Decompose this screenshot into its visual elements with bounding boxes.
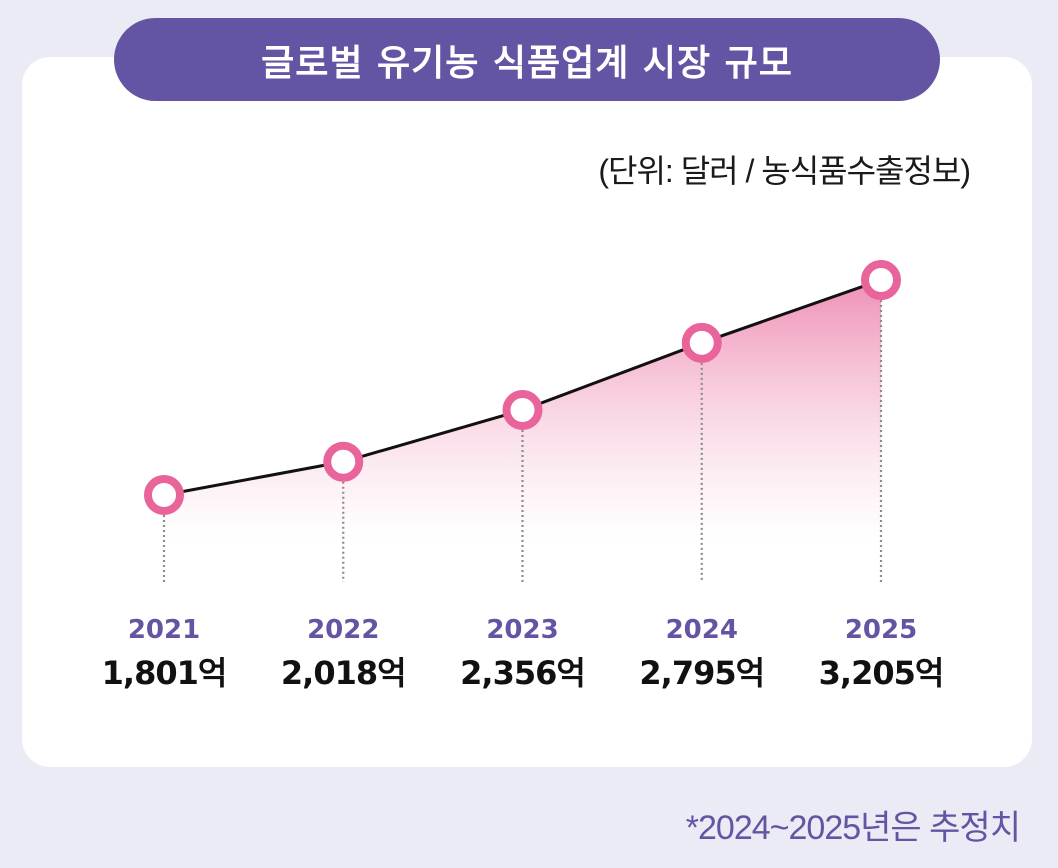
data-point-2024	[681, 322, 722, 363]
year-label-2021: 2021	[128, 615, 200, 645]
data-point-2021	[144, 475, 184, 515]
value-label-2025: 3,205억	[819, 654, 944, 692]
data-point-2023	[502, 390, 543, 431]
value-label-2022: 2,018억	[281, 654, 406, 692]
value-label-2024: 2,795억	[639, 654, 764, 692]
unit-note: (단위: 달러 / 농식품수출정보)	[598, 153, 971, 189]
year-label-2022: 2022	[307, 615, 379, 645]
year-label-2025: 2025	[845, 615, 917, 645]
value-label-2023: 2,356억	[460, 654, 585, 692]
year-label-2024: 2024	[666, 615, 738, 645]
data-point-2025	[861, 260, 901, 301]
data-point-2022	[323, 441, 364, 482]
chart-title: 글로벌 유기농 식품업계 시장 규모	[114, 18, 940, 101]
footnote: *2024~2025년은 추정치	[685, 809, 1021, 847]
year-label-2023: 2023	[486, 615, 558, 645]
value-label-2021: 1,801억	[102, 654, 227, 692]
